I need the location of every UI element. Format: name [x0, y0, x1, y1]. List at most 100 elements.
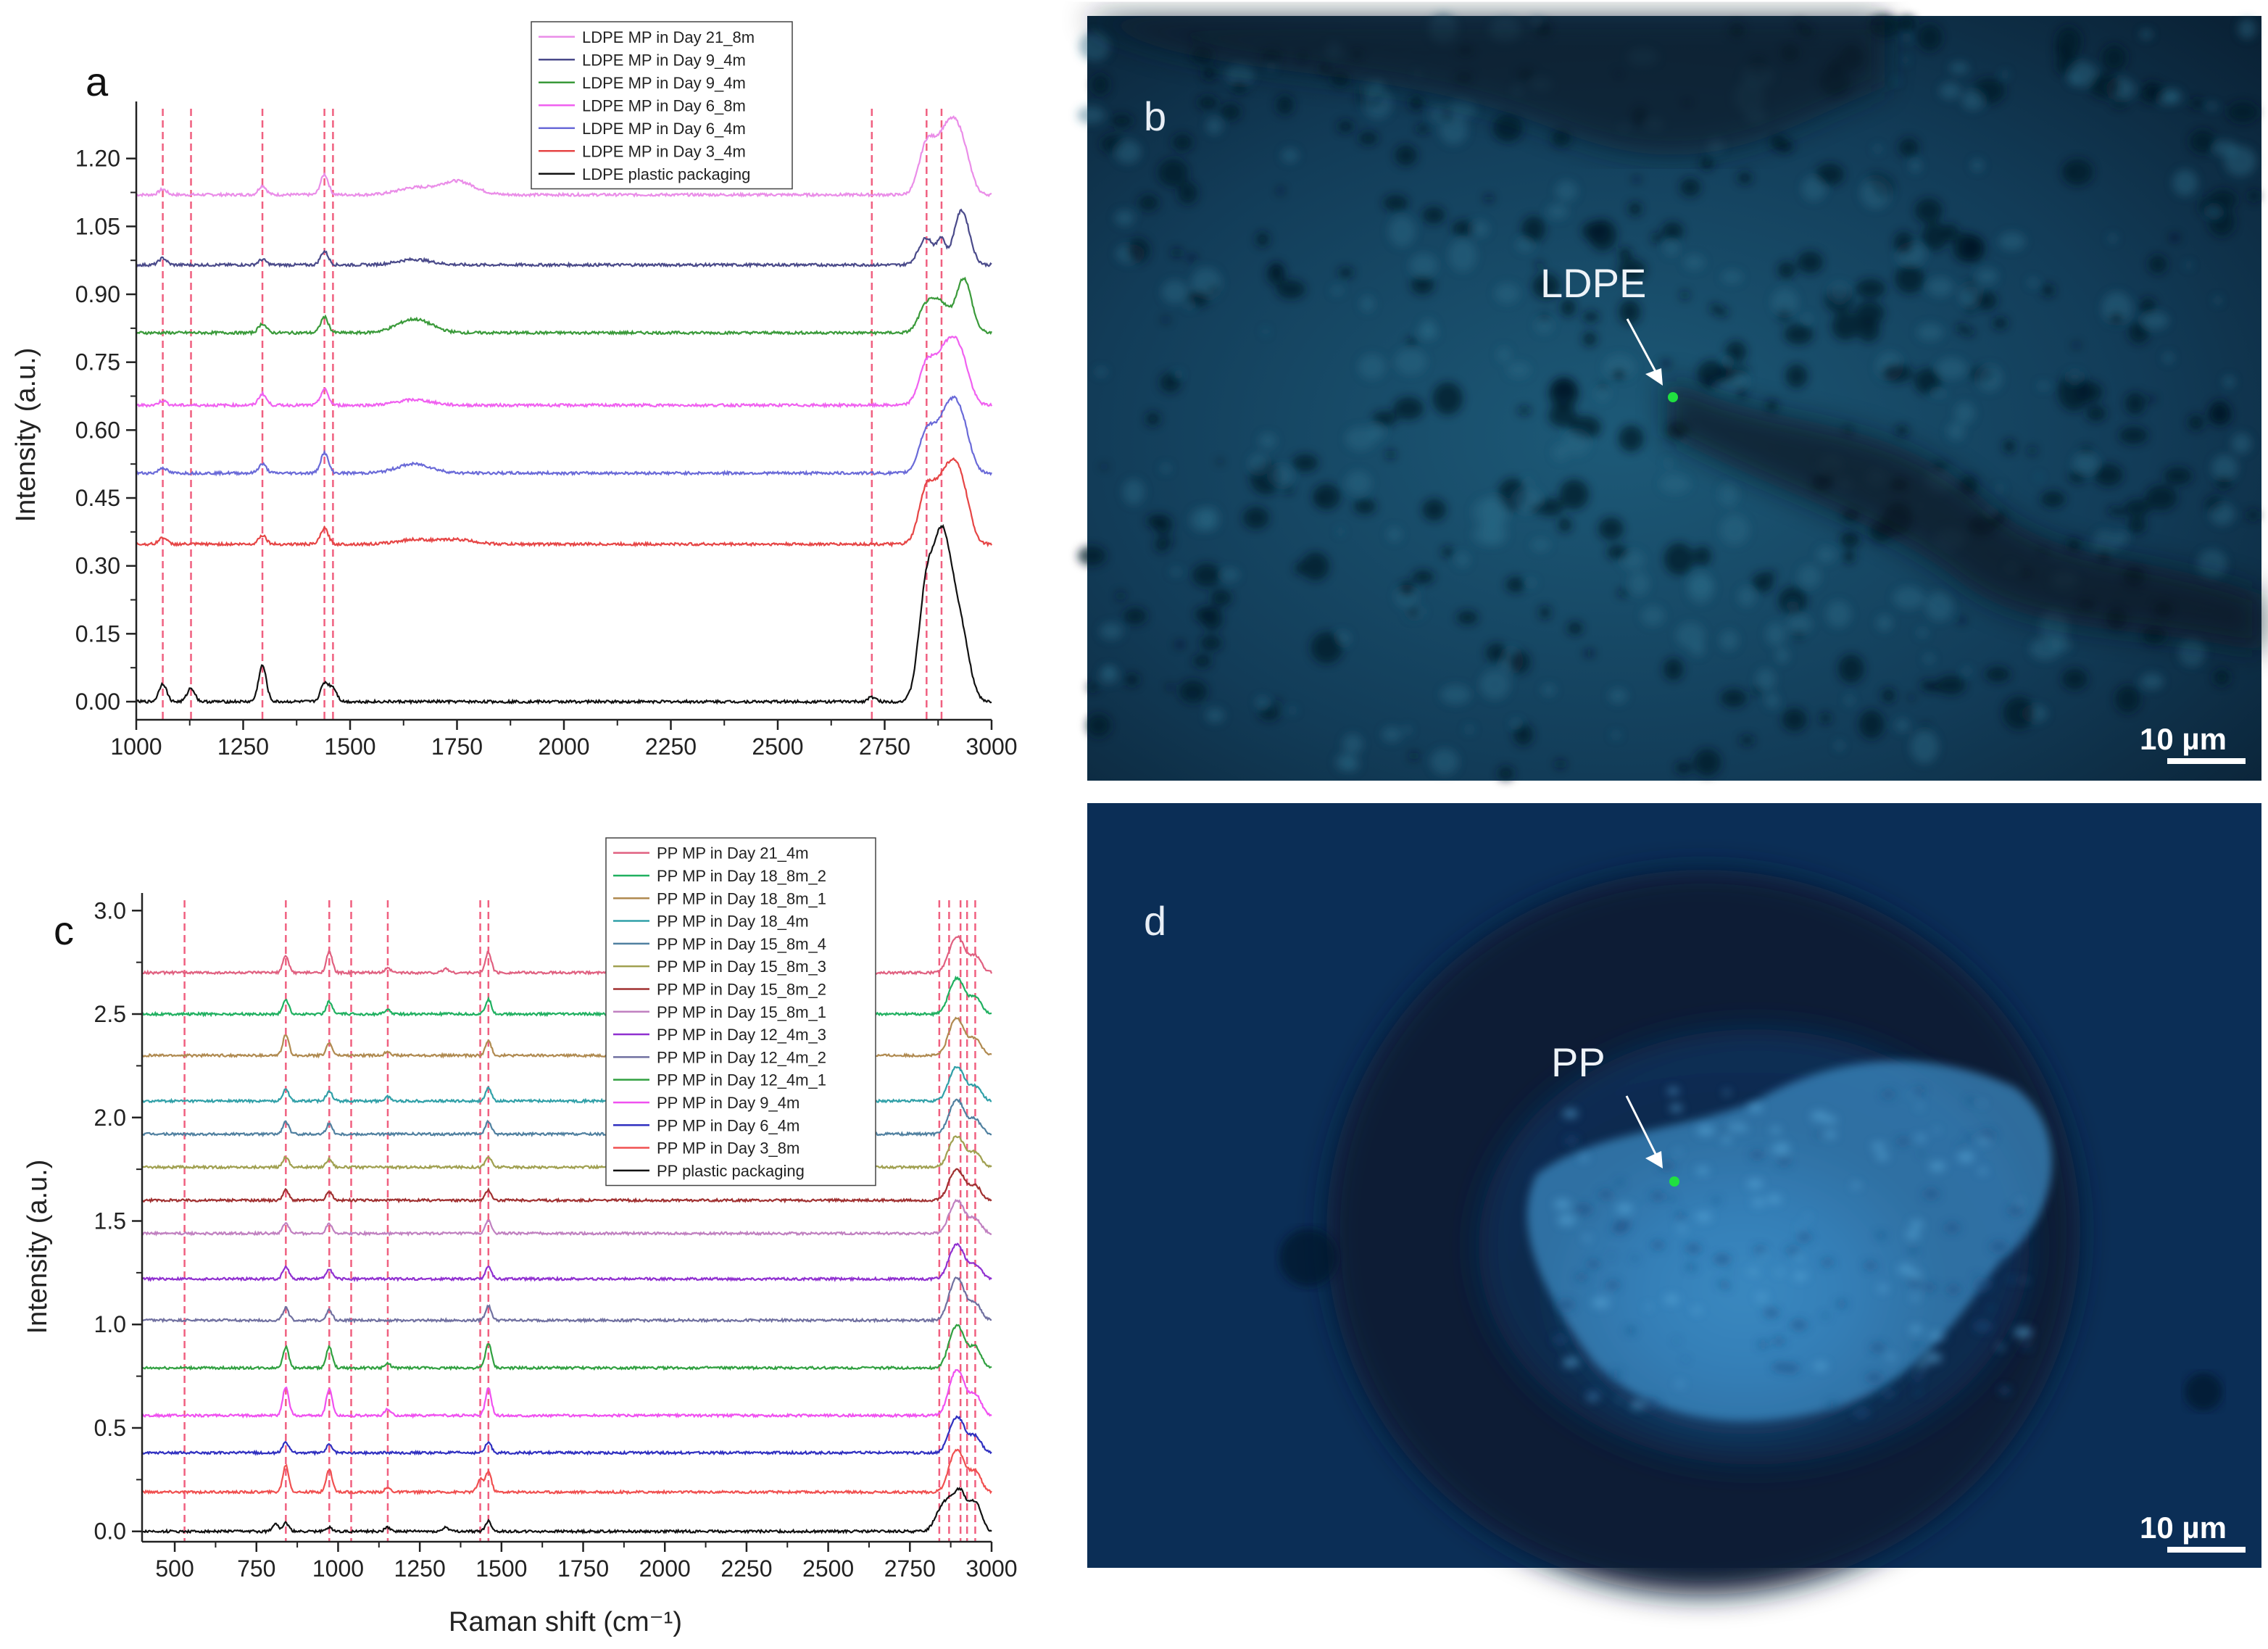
- micrograph-b-speck: [1420, 319, 1436, 337]
- micrograph-b-speck: [1803, 313, 1812, 324]
- micrograph-b-speck: [1652, 232, 1662, 244]
- panel-a-legend: LDPE MP in Day 21_8m LDPE MP in Day 9_4m L…: [531, 21, 793, 190]
- micrograph-b-speck: [1612, 369, 1626, 379]
- y-tick-label: 0.00: [75, 689, 120, 715]
- x-tick-label: 1500: [324, 734, 375, 760]
- micrograph-b-speck: [1916, 628, 1928, 637]
- micrograph-b-speck: [1939, 83, 1961, 99]
- micrograph-b-speck: [1100, 667, 1118, 684]
- micrograph-d-speck: [1928, 1332, 1943, 1341]
- micrograph-b-speck: [1077, 546, 1106, 566]
- micrograph-b-speck: [1547, 204, 1569, 220]
- micrograph-d-speck: [1824, 1131, 1837, 1139]
- series-line-1: [136, 115, 992, 199]
- micrograph-b-speck: [1386, 449, 1395, 460]
- micrograph-b-speck: [1777, 262, 1795, 279]
- micrograph-b-speck: [1345, 470, 1371, 495]
- legend-entry: PP MP in Day 3_8m: [657, 1139, 799, 1158]
- micrograph-d-speck: [1625, 1327, 1637, 1334]
- micrograph-b-speck: [1172, 133, 1193, 151]
- micrograph-b-speck: [1485, 643, 1508, 663]
- micrograph-d-speck: [1886, 1354, 1896, 1361]
- micrograph-b-speck: [1908, 695, 1915, 700]
- micrograph-d-speck: [1772, 1337, 1785, 1345]
- micrograph-b-speck: [1902, 35, 1911, 41]
- micrograph-b-speck: [1174, 371, 1183, 378]
- micrograph-d-speck: [1557, 1299, 1575, 1311]
- micrograph-b-speck: [1690, 641, 1706, 657]
- micrograph-b-speck: [2140, 673, 2164, 690]
- micrograph-d-speck: [1776, 1269, 1785, 1275]
- series-line-7: [136, 523, 992, 705]
- micrograph-b-speck: [1740, 735, 1754, 745]
- micrograph-d-speck: [1822, 1313, 1829, 1318]
- legend-entry: PP MP in Day 9_4m: [657, 1094, 799, 1112]
- micrograph-b-speck: [1532, 273, 1560, 299]
- micrograph-b-speck: [1417, 607, 1425, 615]
- series-line-5: [136, 395, 992, 477]
- micrograph-b-speck: [1663, 542, 1695, 576]
- micrograph-b-speck: [1664, 240, 1679, 256]
- micrograph-b-speck: [1361, 296, 1374, 312]
- micrograph-b-speck: [1338, 267, 1354, 278]
- micrograph-d-speck: [1557, 1214, 1577, 1226]
- micrograph-d-speck: [1896, 1137, 1910, 1146]
- micrograph-b-speck: [1693, 748, 1721, 776]
- micrograph-d-speck: [1695, 1166, 1710, 1175]
- micrograph-b-speck: [1756, 668, 1776, 691]
- micrograph-d-speck: [1827, 1401, 1837, 1408]
- series-line-7: [141, 1168, 992, 1204]
- micrograph-b-speck: [1661, 222, 1684, 241]
- micrograph-b-speck: [1442, 547, 1453, 557]
- micrograph-b-speck: [2101, 44, 2127, 71]
- micrograph-d-speck: [1872, 1142, 1885, 1151]
- micrograph-b-speck: [1187, 254, 1197, 262]
- y-tick-label: 2.5: [94, 1001, 126, 1027]
- micrograph-b-speck: [1310, 631, 1343, 664]
- micrograph-b-speck: [1531, 539, 1550, 552]
- micrograph-b-speck: [1927, 277, 1953, 297]
- micrograph-b-speck: [1555, 180, 1577, 202]
- micrograph-b-speck: [1914, 198, 1943, 223]
- y-tick-label: 1.05: [75, 213, 120, 239]
- micrograph-b-speck: [1117, 591, 1125, 600]
- micrograph-d-speck: [1663, 1295, 1679, 1305]
- micrograph-b-speck: [1209, 284, 1218, 294]
- micrograph-b-speck: [1826, 601, 1851, 628]
- micrograph-b-speck: [1138, 194, 1159, 211]
- micrograph-b-speck: [1720, 689, 1748, 707]
- x-tick-label: 1750: [431, 734, 483, 760]
- micrograph-b-speck: [1412, 570, 1434, 584]
- micrograph-b-speck: [1712, 381, 1725, 391]
- micrograph-b-speck: [1563, 431, 1590, 456]
- x-tick-label: 500: [155, 1555, 194, 1582]
- micrograph-d-speck: [1877, 1285, 1889, 1292]
- series-line-4: [136, 335, 993, 409]
- panel-c-letter: c: [54, 907, 74, 953]
- micrograph-b-speck: [2028, 446, 2036, 455]
- micrograph-b-speck: [2206, 102, 2218, 110]
- series-line-11: [141, 1324, 992, 1371]
- y-tick-label: 1.20: [75, 146, 120, 172]
- micrograph-b-speck: [1077, 106, 1105, 124]
- micrograph-d-speck: [1914, 1390, 1922, 1395]
- micrograph-b-speck: [1498, 766, 1514, 781]
- pp-pointer-arrow: [1625, 1095, 1660, 1160]
- micrograph-b-speck: [1092, 74, 1110, 95]
- micrograph-d-speck: [1683, 1358, 1688, 1361]
- micrograph-b-speck: [1269, 262, 1284, 276]
- micrograph-b-speck: [1440, 115, 1468, 145]
- micrograph-b-speck: [2223, 375, 2235, 388]
- micrograph-d-speck: [1980, 1130, 1996, 1140]
- micrograph-b-speck: [1895, 718, 1909, 733]
- micrograph-d-speck: [2007, 1276, 2016, 1283]
- micrograph-b-speck: [1765, 693, 1779, 708]
- micrograph-b-speck: [1995, 486, 2004, 493]
- micrograph-d-speck: [1933, 1129, 1940, 1133]
- micrograph-b-speck: [1292, 454, 1318, 472]
- micrograph-b-speck: [1629, 571, 1650, 596]
- micrograph-d-speck: [1805, 1215, 1811, 1219]
- micrograph-b-speck: [1145, 412, 1160, 426]
- micrograph-b-speck: [1482, 522, 1508, 546]
- micrograph-b-speck: [2248, 190, 2260, 202]
